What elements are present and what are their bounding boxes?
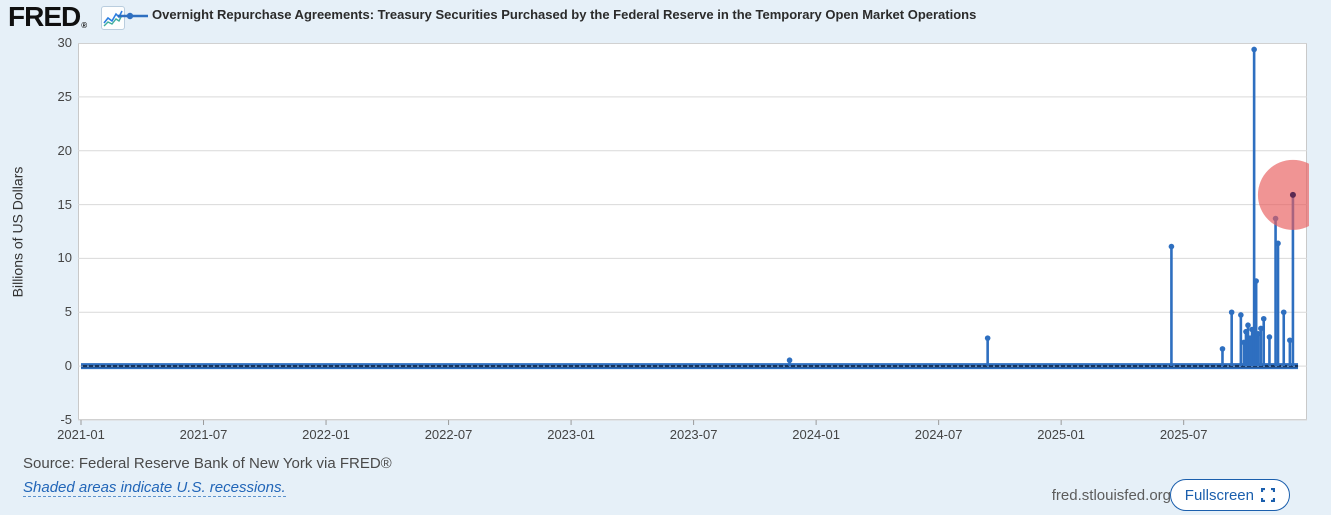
series-point xyxy=(1219,346,1226,352)
recession-note-link[interactable]: Shaded areas indicate U.S. recessions. xyxy=(23,479,286,497)
y-axis-title: Billions of US Dollars xyxy=(9,166,25,297)
series-point xyxy=(1245,322,1251,329)
plot-area[interactable] xyxy=(78,43,1309,427)
series-legend-marker-icon xyxy=(118,12,148,20)
y-tick-label: 5 xyxy=(64,304,72,320)
series-point xyxy=(1168,243,1175,250)
y-tick-label: 15 xyxy=(57,196,72,212)
series-point xyxy=(1280,309,1287,316)
series-point xyxy=(1258,325,1264,332)
fullscreen-label: Fullscreen xyxy=(1184,486,1254,504)
series-point xyxy=(786,357,793,364)
y-tick-label: 10 xyxy=(57,250,72,266)
x-tick-label: 2022-01 xyxy=(302,427,350,442)
x-tick-label: 2023-01 xyxy=(547,427,595,442)
latest-point-marker xyxy=(1289,191,1296,198)
y-tick-label: -5 xyxy=(60,412,72,427)
y-tick-label: 0 xyxy=(64,358,72,374)
x-tick-label: 2025-07 xyxy=(1159,427,1208,442)
plot-background xyxy=(78,43,1307,420)
chart-header: FRED® Overnight Repurchase Agreements: T… xyxy=(0,0,1331,32)
series-point xyxy=(1266,334,1273,340)
x-tick-label: 2021-01 xyxy=(57,427,105,442)
x-tick-label: 2022-07 xyxy=(424,427,473,442)
y-tick-label: 30 xyxy=(57,35,72,50)
source-text: Source: Federal Reserve Bank of New York… xyxy=(23,455,392,472)
fullscreen-button[interactable]: Fullscreen xyxy=(1169,479,1290,511)
series-point xyxy=(1228,309,1235,316)
x-tick-label: 2025-01 xyxy=(1037,427,1086,442)
highlight-circle xyxy=(1257,159,1309,230)
series-point xyxy=(1275,240,1281,247)
expand-corners-icon xyxy=(1261,488,1275,502)
fred-logo[interactable]: FRED® xyxy=(8,1,87,32)
series-point xyxy=(1238,312,1244,318)
y-tick-label: 25 xyxy=(57,88,72,104)
series-point xyxy=(1260,315,1267,322)
fred-watermark: fred.stlouisfed.org xyxy=(1051,487,1171,504)
x-tick-label: 2024-01 xyxy=(792,427,840,442)
registered-mark: ® xyxy=(81,21,87,30)
series-point xyxy=(1253,278,1259,284)
series-title: Overnight Repurchase Agreements: Treasur… xyxy=(152,7,977,22)
x-tick-label: 2021-07 xyxy=(179,427,228,442)
series-point xyxy=(1287,337,1293,344)
y-tick-label: 20 xyxy=(57,142,72,158)
series-point xyxy=(984,335,991,341)
series-point xyxy=(1251,46,1257,53)
x-tick-label: 2024-07 xyxy=(914,427,963,442)
x-tick-label: 2023-07 xyxy=(669,427,718,442)
